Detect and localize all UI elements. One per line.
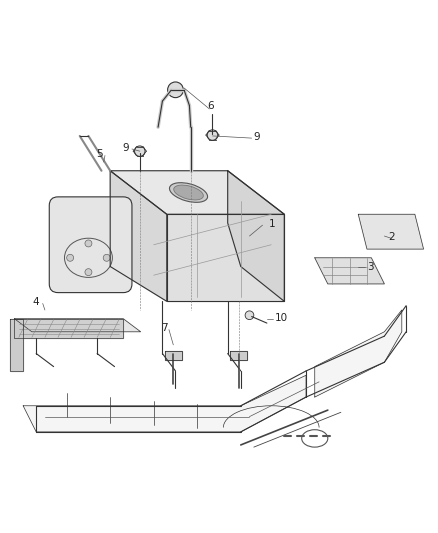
Text: 1: 1	[269, 219, 276, 229]
Polygon shape	[110, 171, 167, 301]
Circle shape	[168, 82, 184, 98]
Text: 6: 6	[207, 101, 213, 111]
Text: 10: 10	[275, 313, 288, 323]
Polygon shape	[23, 375, 306, 432]
Text: 2: 2	[389, 232, 396, 242]
Circle shape	[67, 254, 74, 261]
Text: 9: 9	[253, 132, 260, 142]
Circle shape	[85, 240, 92, 247]
Text: 9: 9	[122, 143, 129, 153]
Polygon shape	[230, 351, 247, 360]
Polygon shape	[228, 171, 284, 301]
Text: 3: 3	[367, 262, 374, 271]
Polygon shape	[358, 214, 424, 249]
Polygon shape	[165, 351, 182, 360]
Circle shape	[103, 254, 110, 261]
Ellipse shape	[174, 185, 203, 200]
FancyBboxPatch shape	[49, 197, 132, 293]
Polygon shape	[315, 258, 385, 284]
Polygon shape	[315, 310, 402, 397]
Circle shape	[134, 146, 145, 156]
Text: 7: 7	[162, 324, 168, 333]
Text: 4: 4	[33, 297, 39, 307]
Circle shape	[207, 130, 218, 140]
Polygon shape	[10, 319, 23, 371]
Text: 5: 5	[96, 149, 103, 159]
Ellipse shape	[170, 183, 208, 203]
Polygon shape	[167, 214, 284, 301]
Circle shape	[85, 269, 92, 276]
Circle shape	[245, 311, 254, 320]
Polygon shape	[14, 319, 141, 332]
Polygon shape	[110, 171, 284, 214]
Polygon shape	[14, 319, 123, 338]
